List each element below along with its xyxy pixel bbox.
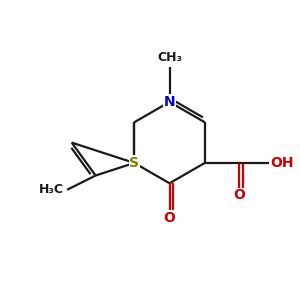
Text: OH: OH — [270, 156, 293, 170]
Text: O: O — [233, 188, 245, 203]
Text: H₃C: H₃C — [39, 183, 64, 196]
Text: N: N — [164, 95, 175, 109]
Text: S: S — [129, 156, 139, 170]
Text: O: O — [164, 211, 175, 225]
Text: CH₃: CH₃ — [157, 51, 182, 64]
